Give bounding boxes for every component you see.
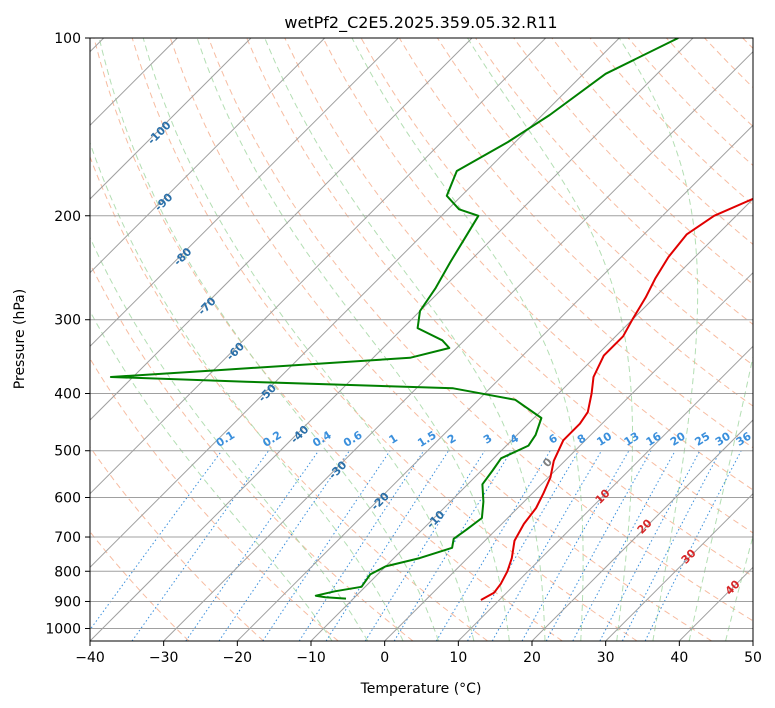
x-tick-label: −40 — [75, 650, 105, 666]
moist-adiabat-line — [196, 38, 510, 641]
y-axis-title: Pressure (hPa) — [12, 289, 28, 389]
pressure-gridlines — [90, 38, 753, 629]
dry-adiabat-line — [93, 38, 563, 641]
x-tick-label: −20 — [223, 650, 253, 666]
moist-adiabats — [90, 38, 753, 641]
mixing-ratio-line — [393, 450, 512, 641]
isotherm-line — [90, 38, 473, 421]
x-tick-label: −30 — [149, 650, 179, 666]
y-tick-label: 800 — [54, 564, 81, 580]
isotherm-line — [163, 50, 753, 641]
axes: −40 −30 −20 −10 0 10 20 30 40 50 100 200 300 400 500 60… — [45, 31, 762, 666]
moist-adiabat-line — [618, 38, 699, 641]
isotherm-line — [531, 419, 753, 641]
moist-adiabat-line — [98, 38, 439, 641]
moist-adiabat-line — [351, 38, 584, 641]
isotherm-line — [90, 38, 399, 348]
moist-adiabat-line — [90, 310, 333, 641]
chart-title: wetPf2_C2E5.2025.359.05.32.R11 — [284, 13, 557, 33]
x-tick-label: −10 — [296, 650, 326, 666]
isotherms — [90, 38, 753, 641]
mixing-ratio-line — [218, 450, 350, 641]
mixing-ratio-line — [521, 450, 630, 641]
mixing-ratio-line — [325, 450, 450, 641]
moist-adiabat-line — [90, 236, 369, 641]
x-axis-title: Temperature (°C) — [360, 681, 482, 697]
y-tick-label: 400 — [54, 387, 81, 403]
isotherm-line — [90, 38, 252, 200]
dry-adiabat-line — [131, 38, 638, 641]
dry-adiabats — [90, 38, 753, 641]
isotherm-line — [457, 345, 753, 641]
y-tick-label: 100 — [54, 31, 81, 47]
y-tick-label: 600 — [54, 490, 81, 506]
x-tick-label: 50 — [744, 650, 762, 666]
moist-adiabat-line — [467, 38, 633, 641]
isotherm-line — [384, 271, 753, 641]
mixing-ratio-line — [621, 450, 721, 641]
dry-adiabat-line — [90, 446, 264, 641]
dry-adiabat-line — [513, 38, 753, 285]
dry-adiabat-line — [208, 38, 753, 622]
y-tick-label: 1000 — [45, 621, 81, 637]
dry-adiabat-line — [246, 38, 753, 578]
isotherm-line — [90, 38, 547, 495]
dry-adiabat-line — [475, 38, 753, 325]
moist-adiabat-line — [142, 38, 475, 641]
mixing-ratio-line — [262, 450, 391, 641]
moist-adiabat-line — [725, 534, 753, 641]
isotherm-line — [310, 198, 753, 641]
isotherm-line — [90, 38, 694, 641]
plot-frame — [89, 37, 754, 642]
x-tick-label: 10 — [449, 650, 467, 666]
isotherm-line — [236, 124, 753, 641]
x-tick-label: 0 — [380, 650, 389, 666]
sounding-lines — [109, 38, 753, 601]
isotherm-line — [605, 492, 753, 641]
mixing-ratio-line — [545, 450, 652, 641]
dry-adiabat-line — [90, 357, 339, 641]
mixing-ratio-line — [298, 450, 425, 641]
dry-adiabat-line — [169, 38, 712, 641]
y-tick-label: 900 — [54, 594, 81, 610]
isotherm-line — [90, 38, 326, 274]
moist-adiabat-line — [688, 354, 753, 641]
y-tick-label: 700 — [54, 530, 81, 546]
mixing-ratio-line — [644, 450, 742, 641]
moist-adiabat-line — [90, 141, 404, 641]
x-tick-label: 30 — [597, 650, 615, 666]
mixing-ratio-line — [185, 450, 320, 641]
y-tick-label: 500 — [54, 444, 81, 460]
moist-adiabat-line — [264, 38, 546, 641]
x-tick-label: 20 — [523, 650, 541, 666]
temperature-profile-line — [480, 197, 753, 601]
x-tick-label: 40 — [670, 650, 688, 666]
dewpoint-profile-line — [109, 38, 679, 600]
mixing-ratio-label: 36 — [734, 429, 754, 448]
dry-adiabat-line — [322, 38, 753, 491]
dry-adiabat-line — [284, 38, 753, 534]
mixing-ratio-line — [90, 450, 223, 631]
mixing-ratio-line — [364, 450, 486, 641]
y-tick-label: 200 — [54, 209, 81, 225]
isotherm-line — [90, 38, 620, 569]
y-tick-label: 300 — [54, 313, 81, 329]
dry-adiabat-line — [90, 262, 414, 641]
